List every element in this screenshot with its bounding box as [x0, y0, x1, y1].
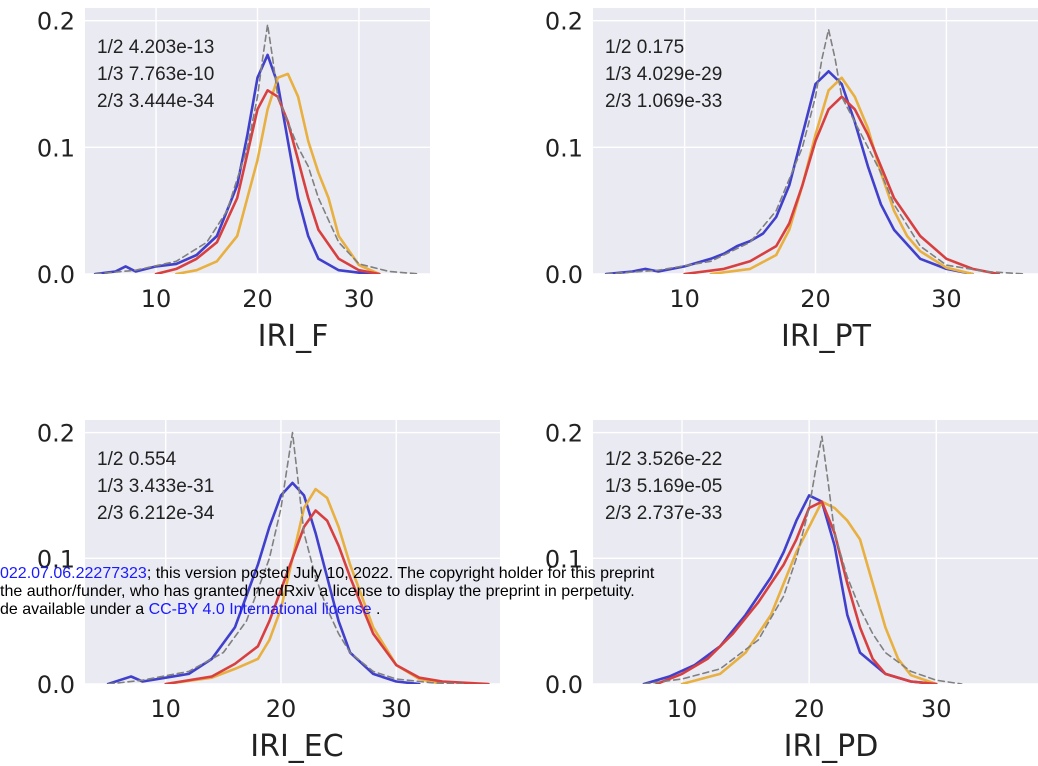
- watermark-line-1: 022.07.06.22277323; this version posted …: [0, 565, 654, 582]
- x-axis-label: IRI_F: [258, 319, 329, 354]
- annotation-label: 2/3 1.069e-33: [605, 91, 722, 112]
- series-line-2: [175, 72, 381, 274]
- y-tick-label: 0.2: [37, 8, 75, 36]
- watermark-line-3-pre: de available under a: [0, 601, 149, 618]
- y-tick-label: 0.1: [545, 134, 583, 162]
- series-line-1: [93, 53, 381, 274]
- x-axis-label: IRI_PD: [784, 729, 879, 764]
- plot-background: [85, 420, 500, 684]
- x-tick-label: 20: [800, 285, 831, 313]
- watermark-line-2: the author/funder, who has granted medRx…: [0, 583, 635, 600]
- y-tick-label: 0.2: [545, 420, 583, 448]
- y-tick-label: 0.0: [37, 671, 75, 699]
- annotation-label: 1/3 3.433e-31: [97, 476, 214, 497]
- chart-panel-4: 10 20 30 0.0 0.1 0.2 IRI_PD 1/2 3.526e-22 1/3 5.…: [545, 420, 1038, 764]
- x-tick-label: 10: [141, 285, 172, 313]
- x-tick-label: 20: [242, 285, 273, 313]
- license-link[interactable]: CC-BY 4.0 International license: [148, 601, 372, 618]
- annotation-label: 1/2 0.175: [605, 37, 684, 58]
- x-axis-label: IRI_PT: [781, 319, 872, 354]
- watermark-line-3-post: .: [371, 601, 381, 618]
- series-line-3: [154, 89, 381, 274]
- annotation-label: 2/3 6.212e-34: [97, 503, 215, 524]
- watermark-line-3: de available under a CC-BY 4.0 Internati…: [0, 601, 380, 618]
- x-axis-label: IRI_EC: [250, 729, 343, 764]
- series-line-3: [655, 500, 938, 684]
- annotation-label: 1/3 7.763e-10: [97, 64, 214, 85]
- plot-background: [593, 420, 1038, 684]
- y-tick-label: 0.0: [545, 671, 583, 699]
- annotation-label: 1/2 4.203e-13: [97, 37, 214, 58]
- series-line-3: [683, 95, 1000, 274]
- doi-link[interactable]: 022.07.06.22277323: [0, 565, 147, 582]
- annotation-label: 1/3 4.029e-29: [605, 64, 722, 85]
- watermark-line-1-text: ; this version posted July 10, 2022. The…: [146, 565, 655, 582]
- y-tick-label: 0.2: [545, 8, 583, 36]
- series-group: [604, 28, 1026, 274]
- series-line-2: [164, 487, 444, 684]
- series-line-1: [642, 494, 938, 684]
- annotation-label: 2/3 2.737e-33: [605, 503, 722, 524]
- x-tick-label: 20: [266, 695, 297, 723]
- series-line-2: [709, 76, 974, 274]
- x-tick-label: 10: [669, 285, 700, 313]
- x-tick-label: 30: [344, 285, 375, 313]
- annotation-label: 1/2 0.554: [97, 449, 177, 470]
- annotation-label: 2/3 3.444e-34: [97, 91, 215, 112]
- x-tick-label: 30: [931, 285, 962, 313]
- series-line-overall: [107, 431, 467, 684]
- annotation-label: 1/3 5.169e-05: [605, 476, 722, 497]
- series-line-1: [604, 70, 974, 274]
- chart-panel-1: 10 20 30 0.0 0.1 0.2 IRI_F 1/2 4.203e-13 1/3 7.7…: [37, 8, 430, 354]
- series-line-overall: [94, 23, 421, 274]
- y-tick-label: 0.1: [37, 134, 75, 162]
- chart-panel-3: 10 20 30 0.0 0.1 0.2 IRI_EC 1/2 0.554 1/3 3.433e…: [37, 420, 500, 764]
- annotation-label: 1/2 3.526e-22: [605, 449, 722, 470]
- x-tick-label: 10: [150, 695, 181, 723]
- y-tick-label: 0.0: [37, 261, 75, 289]
- x-tick-label: 30: [381, 695, 412, 723]
- x-tick-label: 30: [921, 695, 952, 723]
- x-tick-label: 10: [667, 695, 698, 723]
- series-line-overall: [605, 28, 1026, 274]
- series-line-overall: [643, 435, 963, 684]
- series-line-2: [680, 500, 938, 684]
- y-tick-label: 0.1: [37, 545, 75, 573]
- chart-panel-2: 10 20 30 0.0 0.1 0.2 IRI_PT 1/2 0.175 1/3 4.029e…: [545, 8, 1038, 354]
- y-tick-label: 0.2: [37, 420, 75, 448]
- y-tick-label: 0.0: [545, 261, 583, 289]
- x-tick-label: 20: [794, 695, 825, 723]
- series-line-1: [106, 481, 421, 684]
- y-tick-label: 0.1: [545, 545, 583, 573]
- series-group: [642, 435, 963, 684]
- series-group: [93, 23, 421, 274]
- series-line-3: [164, 509, 490, 684]
- series-group: [106, 431, 490, 684]
